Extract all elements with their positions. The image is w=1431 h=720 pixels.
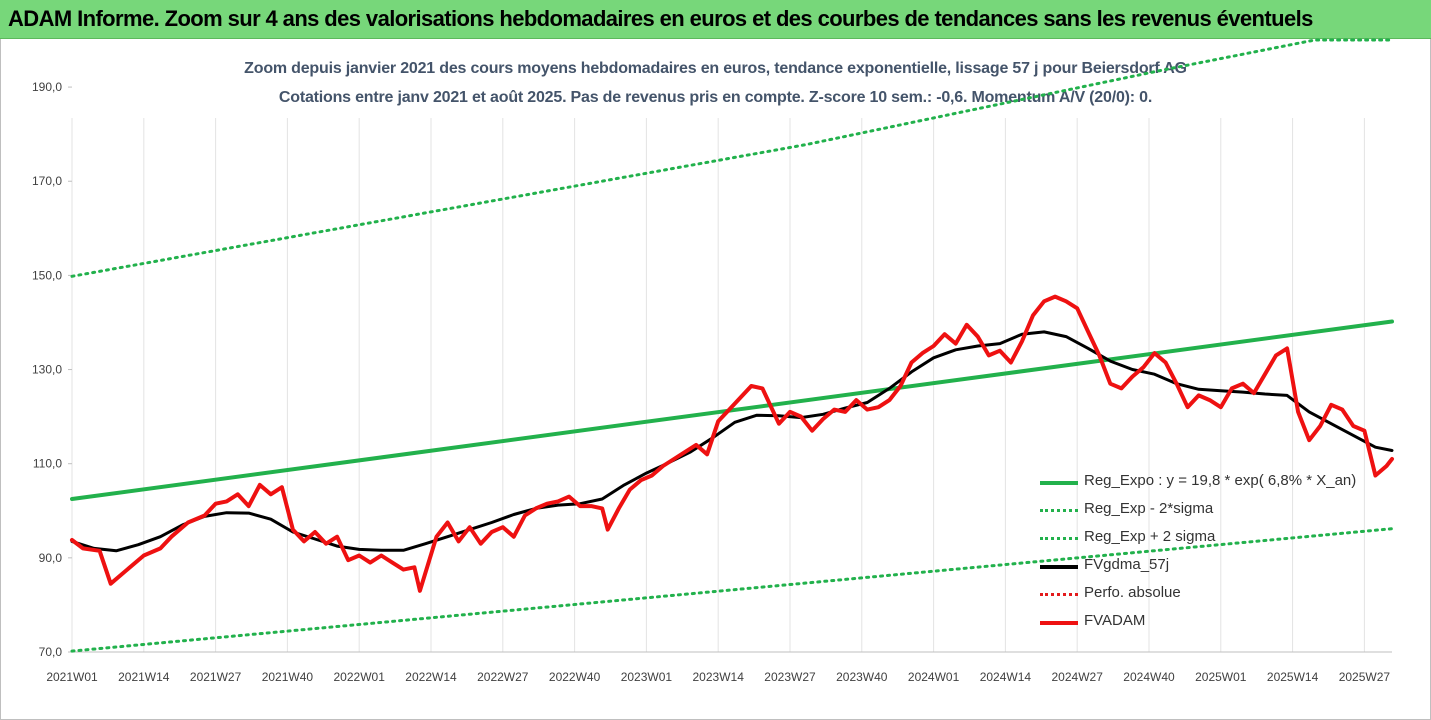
chart-title: Zoom depuis janvier 2021 des cours moyen…	[244, 60, 1187, 77]
x-tick-label: 2022W40	[549, 670, 601, 684]
legend-item: Reg_Exp - 2*sigma	[1040, 496, 1370, 524]
x-tick-label: 2022W27	[477, 670, 529, 684]
legend-item: Perfo. absolue	[1040, 580, 1370, 608]
x-tick-label: 2024W14	[980, 670, 1032, 684]
x-tick-label: 2025W27	[1339, 670, 1391, 684]
x-tick-label: 2022W14	[405, 670, 457, 684]
legend-swatch	[1040, 621, 1078, 625]
y-tick-label: 90,0	[39, 551, 63, 565]
legend-swatch	[1040, 565, 1078, 569]
legend-label: Perfo. absolue	[1084, 584, 1181, 601]
y-tick-label: 70,0	[39, 645, 63, 659]
axes: 2021W01 2021W14 2021W27 2021W40 2022W01 2022W…	[32, 80, 1392, 684]
y-tick-label: 130,0	[32, 363, 62, 377]
legend-swatch	[1040, 509, 1078, 512]
legend-swatch	[1040, 537, 1078, 540]
legend-item: FVADAM	[1040, 608, 1370, 636]
x-tick-label: 2024W40	[1123, 670, 1175, 684]
x-tick-label: 2023W01	[621, 670, 673, 684]
x-tick-label: 2021W14	[118, 670, 170, 684]
legend-label: Reg_Exp + 2 sigma	[1084, 528, 1216, 545]
series-line-0	[70, 319, 1394, 501]
x-tick-label: 2023W14	[693, 670, 745, 684]
x-tick-label: 2021W40	[262, 670, 314, 684]
legend-label: Reg_Exp - 2*sigma	[1084, 500, 1214, 517]
legend-item: Reg_Expo : y = 19,8 * exp( 6,8% * X_an)	[1040, 468, 1370, 496]
x-tick-label: 2021W01	[46, 670, 98, 684]
legend-item: Reg_Exp + 2 sigma	[1040, 524, 1370, 552]
series-line-5	[70, 294, 1394, 593]
report-banner: ADAM Informe. Zoom sur 4 ans des valoris…	[0, 0, 1431, 39]
chart-subtitle: Cotations entre janv 2021 et août 2025. …	[278, 89, 1153, 106]
legend-label: FVADAM	[1084, 612, 1146, 629]
x-tick-label: 2025W01	[1195, 670, 1247, 684]
x-tick-label: 2024W27	[1052, 670, 1104, 684]
legend-label: Reg_Expo : y = 19,8 * exp( 6,8% * X_an)	[1084, 472, 1357, 489]
y-tick-label: 110,0	[33, 457, 62, 471]
y-tick-label: 150,0	[32, 268, 62, 282]
legend-item: FVgdma_57j	[1040, 552, 1370, 580]
series-line-1	[70, 527, 1394, 653]
legend: Reg_Expo : y = 19,8 * exp( 6,8% * X_an) R…	[1040, 468, 1370, 636]
y-tick-label: 190,0	[32, 80, 62, 94]
legend-swatch	[1040, 593, 1078, 596]
series-line-2	[70, 38, 1394, 278]
x-tick-label: 2024W01	[908, 670, 960, 684]
y-tick-label: 170,0	[32, 174, 62, 188]
legend-swatch	[1040, 481, 1078, 485]
x-tick-label: 2021W27	[190, 670, 242, 684]
x-tick-label: 2025W14	[1267, 670, 1319, 684]
banner-title: ADAM Informe. Zoom sur 4 ans des valoris…	[8, 6, 1313, 31]
x-tick-label: 2023W40	[836, 670, 888, 684]
x-tick-label: 2022W01	[334, 670, 386, 684]
legend-label: FVgdma_57j	[1084, 556, 1170, 573]
x-tick-label: 2023W27	[764, 670, 816, 684]
gridlines	[71, 118, 1365, 652]
series-lines	[70, 38, 1394, 653]
